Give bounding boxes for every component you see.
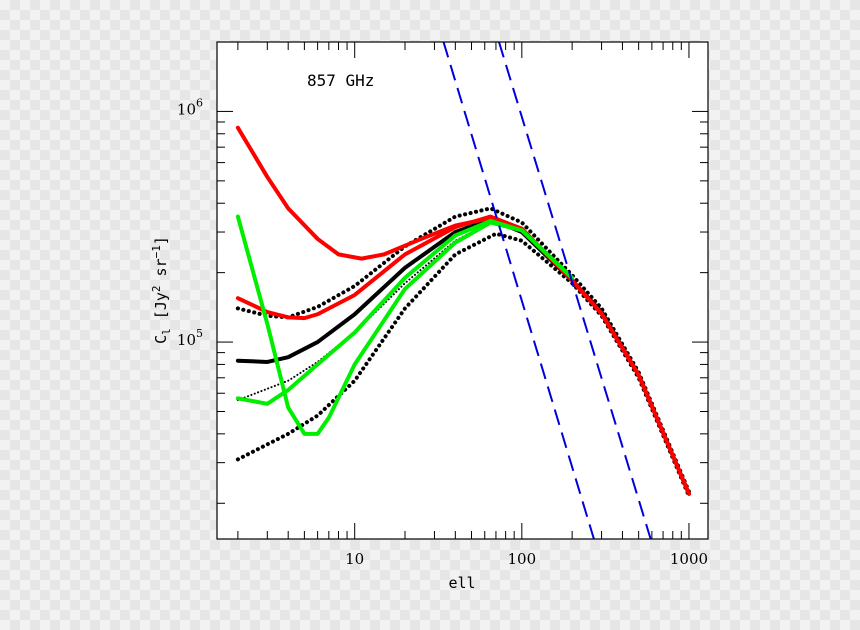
series-line-8	[235, 218, 575, 406]
x-tick-label: 1000	[670, 550, 708, 568]
plot-frame	[216, 41, 709, 540]
series-line-10	[498, 42, 652, 539]
frequency-annotation: 857 GHz	[307, 71, 374, 90]
y-tick-label: 106	[177, 96, 203, 118]
x-tick-label: 100	[508, 550, 537, 568]
series-line-9	[442, 42, 595, 539]
plot-area	[217, 42, 708, 539]
series-line-6	[235, 214, 691, 496]
y-axis-label: Cl [Jy2 sr−1]	[150, 236, 173, 344]
y-tick-label: 105	[177, 327, 203, 349]
x-tick-label: 10	[345, 550, 364, 568]
x-axis-label: ell	[448, 574, 475, 592]
